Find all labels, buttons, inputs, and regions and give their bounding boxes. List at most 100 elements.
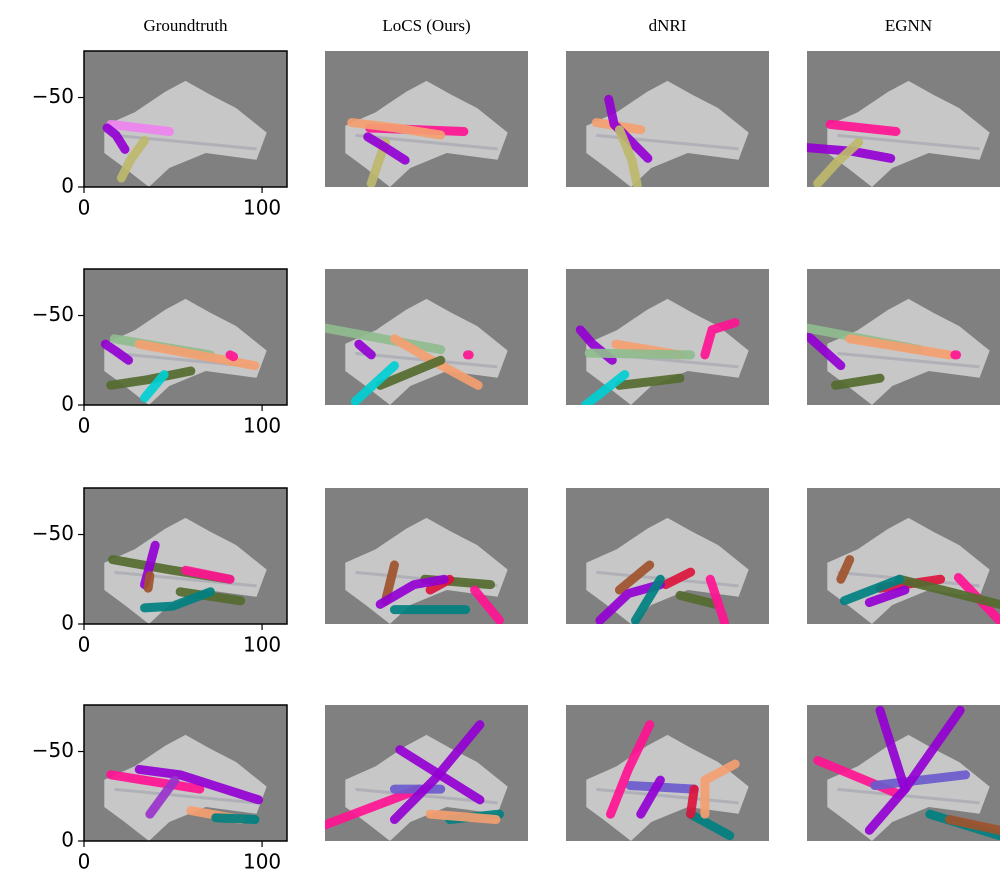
map-road [114,133,257,151]
x-tick-label: 0 [78,633,91,657]
trajectory [143,571,155,593]
map-road [837,133,980,151]
trajectory [606,720,655,819]
axes-frame [83,487,288,625]
trajectory [140,587,215,613]
trajectory [145,775,180,819]
panel [325,705,528,841]
column-title: LoCS (Ours) [382,16,470,35]
map-image [104,80,267,187]
map-road [114,570,257,588]
map-image [586,80,749,187]
x-tick-label: 100 [243,850,281,874]
map-image [827,80,990,187]
trajectory [686,809,735,841]
trajectory [604,94,653,163]
trajectory [825,119,901,137]
axes-frame [83,50,288,188]
trajectory [425,809,501,825]
trajectory [636,775,665,819]
y-tick-label: −50 [32,84,74,108]
x-tick-label: 0 [78,196,91,220]
trajectory [614,373,685,390]
trajectory [614,560,655,595]
panel [84,269,287,405]
trajectory [836,555,855,584]
panel [84,488,287,624]
x-tick-label: 0 [78,850,91,874]
panel [84,51,287,187]
trajectory [625,781,699,794]
trajectory [864,585,910,608]
trajectory [813,137,864,187]
panel [325,51,528,187]
panel [807,269,1000,405]
trajectory [614,125,642,187]
trajectory [845,334,954,360]
trajectory [944,815,1000,835]
trajectory [134,339,260,371]
trajectory [870,770,970,791]
trajectory [813,755,905,799]
map-image [827,517,990,624]
column-title: Groundtruth [143,16,228,35]
trajectory [839,574,905,606]
trajectory [354,339,376,360]
x-tick-label: 0 [78,414,91,438]
trajectory [581,370,630,405]
trajectory [181,565,235,584]
trajectory [116,135,150,183]
panel [807,51,1000,187]
y-tick-label: −50 [32,302,74,326]
trajectory [830,373,885,390]
trajectory [134,764,264,805]
trajectory [106,119,174,137]
trajectory [630,574,665,624]
trajectory [325,323,446,355]
axes-frame [83,268,288,406]
trajectory [595,580,665,624]
trajectory [325,784,424,830]
trajectory [102,123,130,154]
x-tick-label: 100 [243,414,281,438]
trajectory [347,118,446,140]
y-tick-label: −50 [32,738,74,762]
trajectory [375,574,449,609]
trajectory [895,574,1000,609]
panel [325,269,528,405]
panel [325,488,528,624]
trajectory [900,705,965,794]
x-tick-label: 100 [243,633,281,657]
panel [566,269,769,405]
panel [807,705,1000,841]
trajectory [140,370,169,403]
trajectory [675,590,721,609]
x-tick-label: 100 [243,196,281,220]
y-tick-label: 0 [61,174,74,198]
trajectory [363,132,410,165]
panel [566,705,769,841]
trajectory [350,361,399,405]
trajectory [700,759,740,819]
panel [807,488,1000,624]
column-title: dNRI [649,16,687,35]
trajectory [807,330,846,371]
map-road [837,351,980,369]
trajectory [700,318,740,360]
y-tick-label: 0 [61,392,74,416]
y-tick-label: 0 [61,611,74,635]
trajectory [375,355,446,390]
trajectory [100,339,134,365]
trajectory [470,585,505,624]
trajectory [584,348,696,360]
trajectory [686,784,699,819]
column-title: EGNN [885,16,932,35]
map-road [837,787,980,805]
map-road [355,133,498,151]
trajectory [705,574,729,624]
trajectory [225,350,239,362]
trajectory [661,567,696,590]
map-road [114,787,257,805]
